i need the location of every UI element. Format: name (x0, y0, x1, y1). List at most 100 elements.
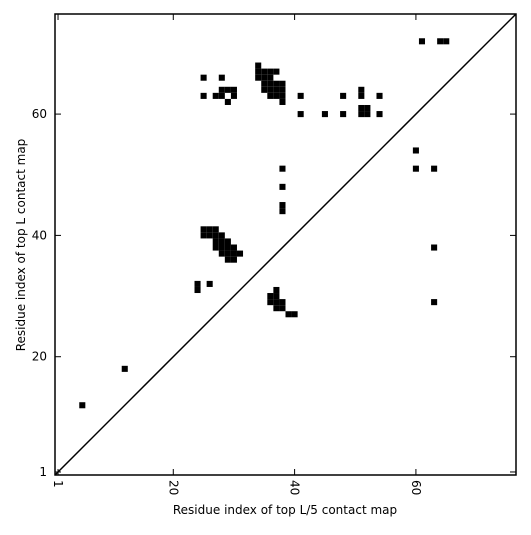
contact-point (200, 92, 207, 99)
contact-point (218, 250, 225, 257)
contact-point (376, 92, 383, 99)
contact-point (431, 165, 438, 172)
contact-point (267, 68, 274, 75)
y-tick-label: 1 (39, 465, 47, 479)
contact-point (364, 111, 371, 118)
contact-point (273, 286, 280, 294)
diagonal-line (54, 13, 517, 476)
contact-point (279, 305, 286, 312)
contact-point (358, 92, 365, 99)
contact-point (212, 244, 219, 251)
contact-point (273, 305, 280, 312)
contact-point (412, 165, 419, 172)
contact-point (218, 232, 225, 239)
contact-point (261, 68, 268, 75)
contact-point (261, 86, 268, 93)
plot-frame (54, 13, 517, 476)
contact-point (267, 86, 274, 93)
contact-point (230, 86, 237, 93)
x-tick-label: 1 (51, 480, 65, 488)
contact-point (279, 183, 286, 190)
contact-point (121, 365, 128, 372)
contact-point (273, 293, 280, 300)
contact-point (255, 74, 262, 81)
contact-point (218, 92, 225, 99)
contact-point (218, 238, 225, 245)
x-tick-label: 20 (166, 480, 180, 495)
y-axis-label: Residue index of top L contact map (14, 139, 28, 352)
contact-point (297, 92, 304, 99)
contact-point (267, 74, 274, 81)
contact-point (273, 86, 280, 93)
contact-point (437, 38, 444, 45)
contact-point (236, 250, 244, 257)
contact-point (358, 86, 365, 93)
contact-point (279, 165, 286, 172)
contact-point (297, 111, 304, 118)
contact-point (230, 250, 237, 257)
contact-point (418, 38, 426, 45)
contact-point (194, 286, 201, 294)
contact-point (279, 80, 286, 87)
contact-point (267, 80, 274, 87)
contact-point (358, 104, 365, 112)
contact-point (261, 74, 268, 81)
contact-point (279, 208, 286, 215)
y-tick-label: 20 (32, 350, 47, 364)
contact-point (261, 80, 268, 87)
contact-point (267, 299, 274, 306)
contact-point (443, 38, 450, 45)
contact-point (230, 256, 237, 263)
contact-point (340, 111, 347, 118)
contact-point (364, 104, 371, 112)
contact-point (273, 92, 280, 99)
contact-point (279, 92, 286, 99)
contact-point (79, 402, 86, 409)
contact-point (218, 74, 225, 81)
contact-point (321, 111, 328, 118)
contact-point (431, 299, 438, 306)
contact-point (212, 92, 219, 99)
y-tick-label: 40 (32, 228, 47, 242)
contact-point (200, 232, 207, 239)
contact-point (376, 111, 383, 118)
contact-point (224, 244, 231, 251)
y-tick-label: 60 (32, 107, 47, 121)
contact-point (200, 74, 207, 81)
contact-point (212, 232, 219, 239)
contact-point (279, 202, 286, 209)
x-tick-label: 60 (409, 480, 423, 495)
contact-point (224, 86, 231, 93)
contact-point (212, 238, 219, 245)
x-axis-label: Residue index of top L/5 contact map (173, 503, 397, 517)
contact-point (273, 68, 280, 75)
contact-point (279, 86, 286, 93)
contact-point (218, 244, 225, 251)
contact-point (255, 62, 262, 69)
contact-point (267, 92, 274, 99)
contact-point (206, 226, 213, 233)
contact-point (412, 147, 419, 154)
contact-point (224, 256, 231, 263)
contact-point (224, 250, 231, 257)
contact-point (273, 299, 280, 306)
contact-point (279, 98, 286, 105)
contact-point (230, 244, 237, 251)
contact-point (224, 238, 231, 245)
contact-point (279, 299, 286, 306)
contact-point (358, 111, 365, 118)
contact-point (212, 226, 219, 233)
x-tick-label: 40 (288, 480, 302, 495)
contact-point (224, 98, 231, 105)
contact-point (206, 232, 213, 239)
contact-point (340, 92, 347, 99)
contact-point (194, 280, 201, 287)
contact-point (200, 226, 207, 233)
contact-point (206, 280, 213, 287)
contact-point (273, 80, 280, 87)
contact-point (285, 311, 292, 318)
contact-point (431, 244, 438, 251)
contact-point (267, 293, 274, 300)
contact-point (230, 92, 237, 99)
